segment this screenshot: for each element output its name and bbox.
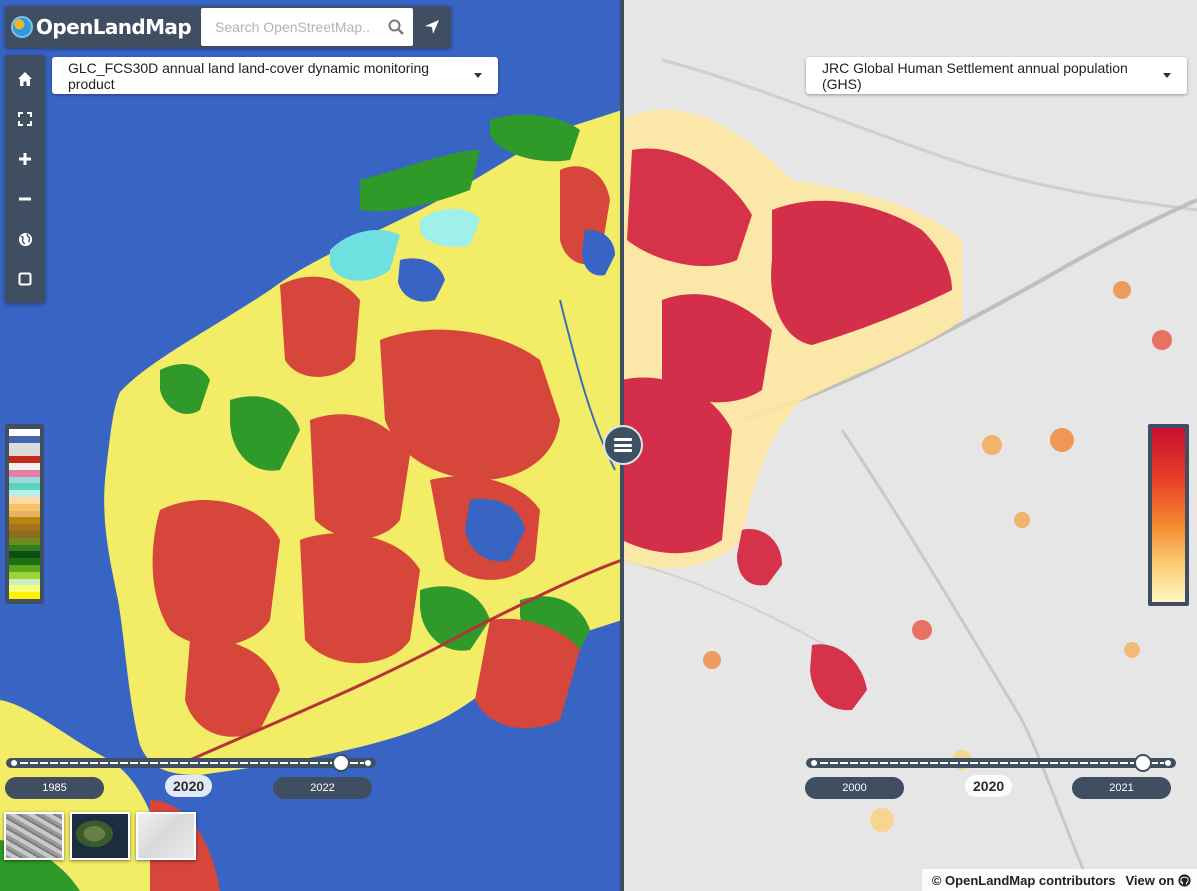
left-layer-label: GLC_FCS30D annual land land-cover dynami… (68, 59, 430, 92)
split-handle-button[interactable] (603, 425, 643, 465)
github-icon (1178, 873, 1191, 887)
left-slider-max-label: 2022 (273, 777, 372, 799)
basemap-satellite-thumbnail[interactable] (70, 812, 130, 860)
legend-swatch (9, 442, 40, 450)
top-bar: OpenLandMap (5, 6, 452, 48)
left-slider-min-label: 1985 (5, 777, 104, 799)
view-on-link[interactable]: View on (1125, 873, 1191, 888)
draw-square-button[interactable] (5, 259, 45, 299)
chevron-down-icon (474, 73, 482, 78)
landcover-legend[interactable] (5, 424, 44, 604)
slider-start-marker (10, 759, 18, 767)
legend-swatch (9, 456, 40, 463)
search-button[interactable] (379, 8, 413, 46)
fullscreen-button[interactable] (5, 99, 45, 139)
legend-swatch (9, 571, 40, 579)
legend-swatch (9, 469, 40, 477)
globe-icon (18, 232, 32, 246)
legend-swatch (9, 510, 40, 518)
attribution-bar: © OpenLandMap contributors View on (921, 869, 1197, 891)
slider-thumb[interactable] (331, 754, 350, 772)
legend-swatch (9, 449, 40, 457)
chevron-down-icon (1163, 73, 1171, 78)
slider-end-marker (1164, 759, 1172, 767)
legend-swatch (9, 530, 40, 538)
slider-ticks (18, 762, 362, 764)
right-slider-current-year: 2020 (965, 775, 1013, 797)
attribution-text[interactable]: © OpenLandMap contributors (931, 872, 1116, 888)
plus-icon (19, 153, 31, 165)
legend-swatch (9, 564, 40, 572)
left-slider-current-year: 2020 (165, 775, 213, 797)
right-slider-max-label: 2021 (1072, 777, 1171, 799)
left-layer-dropdown[interactable]: GLC_FCS30D annual land land-cover dynami… (52, 57, 498, 94)
brand-logo[interactable]: OpenLandMap (5, 6, 199, 48)
zoom-in-button[interactable] (5, 139, 45, 179)
square-icon (18, 272, 32, 286)
legend-swatch (9, 476, 40, 484)
legend-swatch (9, 517, 40, 525)
population-map[interactable] (622, 0, 1197, 891)
legend-swatch (9, 558, 40, 565)
location-arrow-icon (425, 20, 440, 34)
legend-swatch (9, 462, 40, 470)
slider-thumb[interactable] (1133, 754, 1152, 772)
menu-icon (614, 438, 632, 452)
landcover-map[interactable] (0, 0, 622, 891)
brand-name: OpenLandMap (36, 15, 192, 39)
legend-swatch (9, 537, 40, 545)
legend-swatch (9, 483, 40, 491)
left-time-slider[interactable] (6, 754, 376, 772)
right-layer-label: JRC Global Human Settlement annual popul… (822, 59, 1128, 92)
legend-swatch (9, 503, 40, 511)
map-toolbar (5, 55, 45, 303)
left-map-pane[interactable] (0, 0, 622, 891)
legend-swatch (9, 551, 40, 559)
population-legend[interactable] (1148, 424, 1189, 606)
basemap-switcher (4, 812, 196, 860)
right-map-pane[interactable] (622, 0, 1197, 891)
search-icon (388, 19, 404, 35)
legend-swatch (9, 435, 40, 443)
home-button[interactable] (5, 59, 45, 99)
legend-swatch (9, 544, 40, 552)
legend-swatch (9, 496, 40, 504)
search-box (201, 8, 414, 46)
globe-logo-icon (11, 16, 33, 38)
slider-end-marker (364, 759, 372, 767)
right-time-slider[interactable] (806, 754, 1176, 772)
zoom-out-button[interactable] (5, 179, 45, 219)
right-slider-min-label: 2000 (805, 777, 904, 799)
legend-swatch (9, 585, 40, 593)
search-input[interactable] (201, 8, 380, 46)
slider-start-marker (810, 759, 818, 767)
legend-swatch (9, 490, 40, 497)
home-icon (18, 72, 32, 86)
locate-button[interactable] (413, 6, 451, 48)
population-color-ramp (1152, 428, 1185, 602)
basemap-hillshade-thumbnail[interactable] (4, 812, 64, 860)
right-layer-dropdown[interactable]: JRC Global Human Settlement annual popul… (806, 57, 1187, 94)
globe-button[interactable] (5, 219, 45, 259)
minus-icon (19, 197, 31, 201)
legend-swatch (9, 592, 40, 599)
legend-swatch (9, 524, 40, 531)
legend-swatch (9, 578, 40, 586)
slider-ticks (818, 762, 1162, 764)
legend-swatch (9, 429, 40, 436)
fullscreen-icon (18, 112, 32, 126)
basemap-osm-thumbnail[interactable] (136, 812, 196, 860)
